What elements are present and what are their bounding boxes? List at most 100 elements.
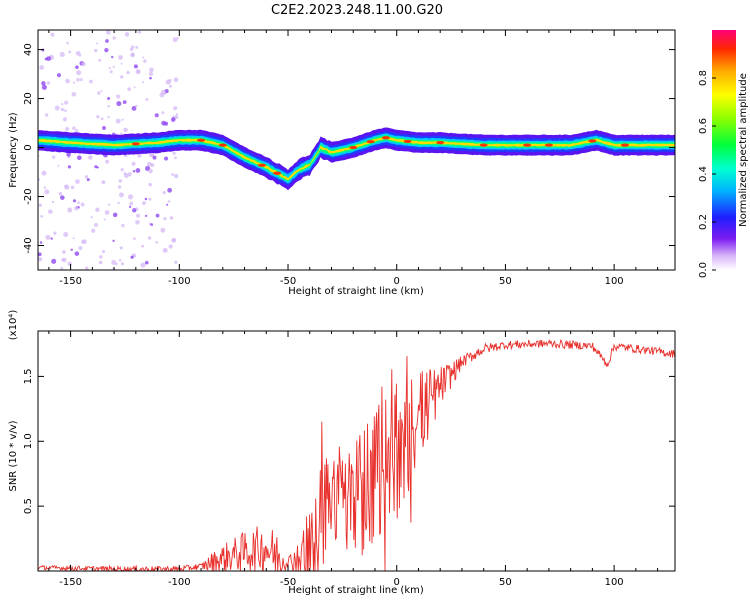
spectrogram-noise-point bbox=[57, 164, 60, 167]
spectrogram-noise-point bbox=[143, 59, 147, 63]
spectrogram-noise-point bbox=[167, 187, 172, 193]
spectrogram-noise-point bbox=[61, 258, 65, 262]
spectrogram-noise-point bbox=[104, 47, 109, 53]
spectrogram-noise-point bbox=[168, 84, 172, 88]
spectrogram-noise-point bbox=[59, 51, 65, 57]
spectrogram-noise-point bbox=[74, 129, 79, 133]
spectrogram-noise-point bbox=[38, 252, 42, 257]
colorbar-tick-label: 0.2 bbox=[698, 214, 709, 230]
spectrogram-noise-point bbox=[142, 56, 145, 59]
spectrogram-noise-point bbox=[161, 111, 165, 115]
spectrogram-noise-point bbox=[91, 228, 96, 233]
spectrogram-noise-point bbox=[133, 86, 136, 89]
spectrogram-noise-point bbox=[149, 76, 152, 80]
spectrogram-noise-point bbox=[78, 53, 82, 57]
spectrogram-panel: -150 -100 -50 0 50 100 -40 -20 0 20 40 Height of s… bbox=[8, 29, 676, 297]
spectrogram-noise-point bbox=[44, 189, 50, 195]
spectrogram-noise-point bbox=[54, 105, 60, 111]
spectrogram-noise-point bbox=[132, 170, 136, 173]
spectrogram-noise-point bbox=[174, 173, 179, 179]
spectrogram-noise-point bbox=[114, 262, 118, 266]
spectrogram-noise-point bbox=[72, 199, 77, 203]
spectrogram-noise-point bbox=[80, 202, 85, 207]
spectrogram-noise-point bbox=[74, 206, 79, 211]
spectrogram-noise-point bbox=[111, 55, 114, 59]
spectrogram-peak-spot bbox=[544, 143, 553, 147]
spectrogram-noise-point bbox=[172, 37, 178, 43]
spectrogram-noise-point bbox=[168, 78, 172, 82]
spectrogram-noise-point bbox=[173, 77, 179, 83]
spectrogram-noise-point bbox=[120, 75, 124, 79]
spectrogram-noise-point bbox=[100, 117, 104, 121]
spectrogram-noise-point bbox=[159, 92, 165, 98]
spectrogram-noise-point bbox=[160, 227, 166, 233]
spectrogram-noise-point bbox=[44, 113, 49, 117]
spectrogram-noise-point bbox=[70, 185, 75, 190]
spectrogram-peak-spot bbox=[273, 171, 282, 175]
spectrogram-noise-point bbox=[40, 214, 44, 218]
spectrogram-noise-point bbox=[172, 151, 176, 155]
spectrogram-noise-point bbox=[63, 231, 69, 238]
spectrogram-noise-point bbox=[106, 30, 111, 35]
spectrogram-noise-point bbox=[118, 179, 123, 183]
spectrogram-noise-point bbox=[170, 117, 176, 122]
spectrogram-noise-point bbox=[105, 159, 110, 164]
spectrogram-noise-point bbox=[101, 180, 106, 185]
spectrogram-noise-point bbox=[107, 97, 111, 101]
spectrogram-noise-point bbox=[137, 30, 142, 34]
spectrogram-noise-point bbox=[145, 97, 149, 102]
spectrogram-noise-point bbox=[120, 132, 123, 135]
spectrogram-noise-point bbox=[50, 32, 55, 37]
x-tick-label: 0 bbox=[394, 577, 400, 588]
spectrogram-noise-point bbox=[81, 61, 86, 67]
spectrogram-noise-point bbox=[67, 207, 73, 213]
spectrogram-axes: -150 -100 -50 0 50 100 -40 -20 0 20 40 bbox=[23, 30, 675, 287]
snr-marks bbox=[38, 338, 675, 571]
spectrogram-noise-point bbox=[136, 213, 141, 218]
spectrogram-noise-point bbox=[43, 186, 47, 189]
spectrogram-noise-point bbox=[58, 191, 63, 196]
x-tick-label: -150 bbox=[59, 577, 82, 588]
spectrogram-noise-point bbox=[72, 81, 76, 84]
x-tick-label: 50 bbox=[499, 276, 512, 287]
snr-x-axis-label: Height of straight line (km) bbox=[288, 585, 424, 596]
figure-title: C2E2.2023.248.11.00.G20 bbox=[271, 3, 443, 18]
spectrogram-noise-point bbox=[76, 70, 82, 76]
spectrogram-noise-point bbox=[93, 222, 99, 227]
spectrogram-noise-point bbox=[77, 201, 80, 205]
x-tick-label: 100 bbox=[605, 276, 624, 287]
y-tick-label: 0 bbox=[23, 144, 34, 150]
spectrogram-noise-point bbox=[147, 161, 152, 167]
spectrogram-noise-point bbox=[121, 118, 124, 121]
spectrogram-noise-point bbox=[122, 100, 127, 105]
spectrogram-noise-point bbox=[127, 194, 134, 200]
spectrogram-noise-point bbox=[46, 56, 52, 61]
spectrogram-noise-point bbox=[62, 250, 66, 254]
spectrogram-noise-point bbox=[155, 213, 160, 218]
spectrogram-noise-point bbox=[107, 104, 110, 108]
spectrogram-noise-point bbox=[112, 36, 116, 40]
spectrogram-noise-point bbox=[65, 78, 70, 84]
spectrogram-noise-point bbox=[108, 203, 111, 206]
spectrogram-y-axis-label: Frequency (Hz) bbox=[8, 112, 19, 188]
spectrogram-noise-point bbox=[124, 32, 130, 37]
spectrogram-noise-point bbox=[64, 109, 67, 112]
spectrogram-noise-point bbox=[51, 200, 55, 204]
spectrogram-noise-point bbox=[141, 81, 145, 84]
spectrogram-ridge-band bbox=[38, 136, 675, 181]
spectrogram-noise-point bbox=[39, 65, 45, 70]
y-tick-label: 20 bbox=[23, 92, 34, 105]
spectrogram-noise-point bbox=[79, 78, 83, 82]
spectrogram-noise-point bbox=[120, 168, 124, 172]
spectrogram-noise-point bbox=[98, 58, 102, 62]
x-tick-label: 0 bbox=[394, 276, 400, 287]
colorbar-axis: 0.0 0.2 0.4 0.6 0.8 bbox=[698, 70, 716, 278]
spectrogram-noise-point bbox=[166, 203, 169, 206]
spectrogram-noise-point bbox=[41, 170, 47, 176]
spectrogram-noise-point bbox=[94, 48, 98, 53]
spectrogram-noise-point bbox=[46, 81, 51, 85]
spectrogram-noise-point bbox=[100, 89, 103, 92]
spectrogram-noise-point bbox=[123, 127, 128, 133]
spectrogram-noise-point bbox=[133, 64, 138, 69]
